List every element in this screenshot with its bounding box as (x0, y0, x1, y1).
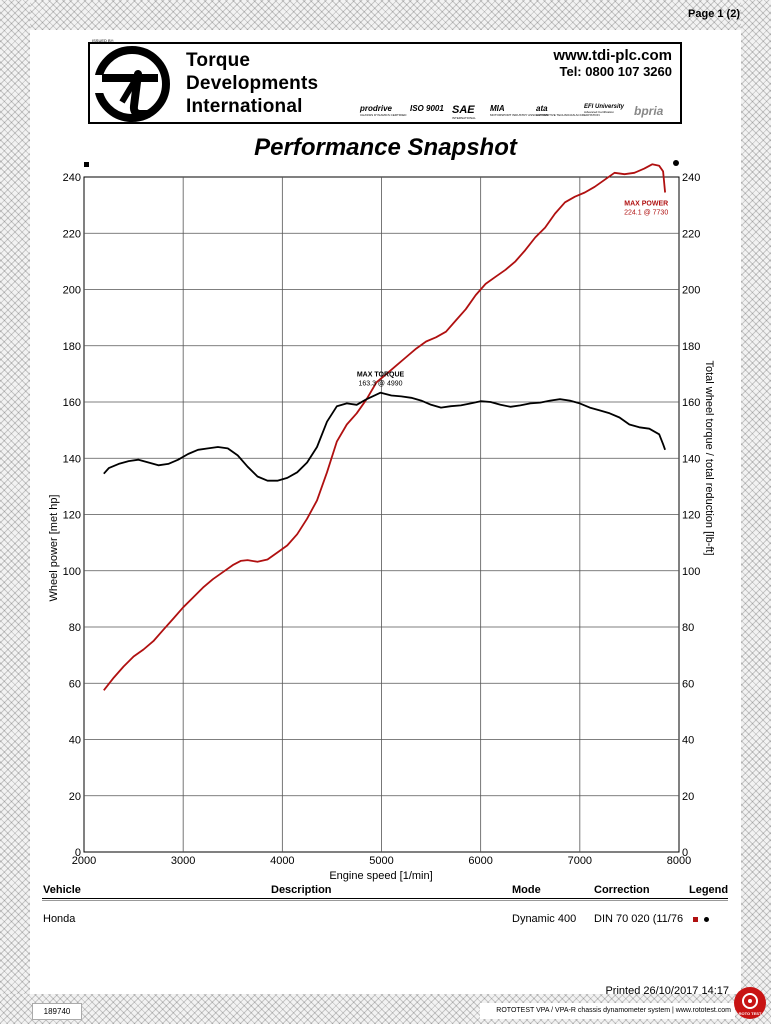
accreditation-name: EFI University (584, 104, 625, 110)
x-axis-label: Engine speed [1/min] (329, 870, 432, 882)
accreditation-sub: AUTOMOTIVE TECHNICIAN ACCREDITATION (536, 113, 600, 117)
accreditation-iso: ISO 9001 (410, 104, 444, 113)
page-number: Page 1 (2) (688, 8, 740, 20)
y-left-tick-label: 60 (69, 678, 81, 690)
x-tick-label: 3000 (171, 855, 195, 867)
col-header-legend: Legend (689, 884, 729, 896)
accreditation-name: SAE (452, 104, 475, 116)
y-right-tick-label: 100 (682, 566, 700, 578)
page-border-top (0, 0, 771, 30)
annotation-value: 163.3 @ 4990 (358, 381, 402, 388)
accreditation-sub: INTERNATIONAL (452, 116, 476, 120)
printed-timestamp: Printed 26/10/2017 14:17 (605, 985, 729, 997)
y-left-tick-label: 0 (75, 847, 81, 859)
legend-power-square-icon (693, 916, 698, 922)
chart-title: Performance Snapshot (254, 134, 517, 161)
y-left-tick-label: 160 (63, 397, 81, 409)
y-axis-left-label: Wheel power [met hp] (48, 495, 60, 602)
y-left-tick-label: 240 (63, 172, 81, 184)
accreditation-name: prodrive (360, 104, 393, 113)
y-left-tick-label: 20 (69, 791, 81, 803)
x-tick-label: 6000 (468, 855, 492, 867)
y-left-tick-label: 40 (69, 735, 81, 747)
y-right-tick-label: 40 (682, 735, 694, 747)
annotation-value: 224.1 @ 7730 (624, 210, 668, 217)
y-right-tick-label: 20 (682, 791, 694, 803)
report-id: 189740 (32, 1003, 82, 1020)
phone-number: Tel: 0800 107 3260 (559, 64, 672, 79)
page-border-right (741, 0, 771, 1024)
footer-system-text: ROTOTEST VPA / VPA-R chassis dynamometer… (480, 1003, 735, 1019)
accreditation-sub: Advanced Certification (584, 110, 615, 114)
accreditation-efi: EFI University Advanced Certification (584, 104, 624, 114)
y-right-tick-label: 80 (682, 622, 694, 634)
x-tick-label: 8000 (667, 855, 691, 867)
y-left-tick-label: 200 (63, 285, 81, 297)
accreditation-name: bpria (634, 104, 664, 118)
y-right-tick-label: 220 (682, 228, 700, 240)
accreditation-sae: SAE INTERNATIONAL (452, 104, 476, 120)
accreditation-sub: MOTORSPORT INDUSTRY ASSOCIATION (490, 113, 549, 117)
left-axis-marker-icon (84, 162, 89, 167)
y-right-tick-label: 0 (682, 847, 688, 859)
y-right-tick-label: 60 (682, 678, 694, 690)
company-name-line-1: Torque (186, 50, 251, 71)
col-header-mode: Mode (512, 884, 541, 896)
rototest-logo-text: ROTO TEST (739, 1011, 762, 1016)
company-name-line-3: International (186, 96, 303, 117)
y-left-tick-label: 140 (63, 453, 81, 465)
y-right-tick-label: 140 (682, 453, 700, 465)
col-header-description: Description (271, 884, 332, 896)
page-border-left (0, 0, 30, 1024)
y-axis-right-label: Total wheel torque / total reduction [lb… (703, 360, 715, 555)
y-left-tick-label: 180 (63, 341, 81, 353)
accreditation-bpria: bpria (634, 104, 663, 118)
cell-vehicle: Honda (43, 913, 76, 925)
accreditation-name: ISO 9001 (410, 104, 444, 113)
issued-by-label: ISSUED BY: (92, 38, 115, 43)
table-rule (42, 898, 728, 899)
col-header-vehicle: Vehicle (43, 884, 81, 896)
y-right-tick-label: 200 (682, 285, 700, 297)
y-right-tick-label: 120 (682, 510, 700, 522)
series-line-torque (103, 391, 666, 482)
header-banner: ISSUED BY: Torque Developments Internati… (88, 38, 682, 124)
y-left-tick-label: 100 (63, 566, 81, 578)
x-tick-label: 4000 (270, 855, 294, 867)
accreditation-name: MIA (490, 104, 505, 113)
website-link[interactable]: www.tdi-plc.com (553, 47, 672, 64)
series (103, 163, 666, 691)
cell-mode: Dynamic 400 (512, 913, 577, 925)
accreditation-mia: MIA MOTORSPORT INDUSTRY ASSOCIATION (490, 104, 548, 117)
x-tick-label: 5000 (369, 855, 393, 867)
accreditation-name: ata (536, 104, 548, 113)
y-left-tick-label: 80 (69, 622, 81, 634)
annotations: MAX TORQUE 163.3 @ 4990 MAX POWER 224.1 @ 7… (357, 201, 668, 388)
col-header-correction: Correction (594, 884, 650, 896)
cell-correction: DIN 70 020 (11/76 (594, 913, 684, 925)
rototest-logo-icon: ROTO TEST (734, 987, 766, 1019)
y-right-tick-label: 180 (682, 341, 700, 353)
annotation-label: MAX TORQUE (357, 372, 405, 379)
table-rule-secondary (42, 900, 728, 901)
tdi-logo-icon (92, 46, 170, 122)
y-left-tick-label: 220 (63, 228, 81, 240)
company-name-line-2: Developments (186, 73, 319, 94)
accreditation-sub: CHASSIS DYNAMICS CERTIFIED (360, 113, 407, 117)
y-right-tick-label: 160 (682, 397, 700, 409)
right-axis-marker-icon (673, 160, 679, 166)
annotation-label: MAX POWER (624, 201, 668, 208)
legend-torque-circle-icon (704, 916, 710, 922)
y-left-tick-label: 120 (63, 510, 81, 522)
y-right-tick-label: 240 (682, 172, 700, 184)
accreditation-ata: ata AUTOMOTIVE TECHNICIAN ACCREDITATION (536, 104, 600, 117)
x-tick-label: 2000 (72, 855, 96, 867)
accreditation-prodrive: prodrive CHASSIS DYNAMICS CERTIFIED (360, 104, 406, 117)
cell-legend (690, 913, 710, 925)
x-tick-label: 7000 (568, 855, 592, 867)
series-line-power (103, 163, 666, 691)
